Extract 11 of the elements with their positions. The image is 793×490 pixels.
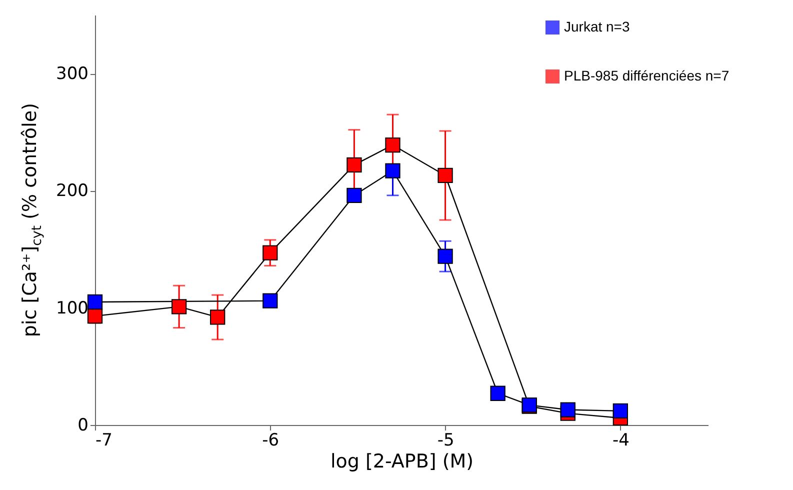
y-tick-label: 200 — [56, 181, 88, 202]
x-tick-label: -5 — [437, 430, 454, 450]
x-tick-label: -6 — [262, 430, 280, 450]
y-tick-label: 100 — [56, 298, 88, 318]
legend-label: Jurkat n=3 — [564, 18, 630, 34]
x-tick-label: -4 — [612, 430, 630, 450]
x-axis-title: log [2-APB] (M) — [330, 450, 474, 472]
legend-label: PLB-985 différenciées n=7 — [564, 68, 730, 84]
y-tick-label: 300 — [56, 64, 88, 84]
x-tick-label: -7 — [96, 430, 112, 450]
y-tick-label: 0 — [78, 416, 88, 436]
